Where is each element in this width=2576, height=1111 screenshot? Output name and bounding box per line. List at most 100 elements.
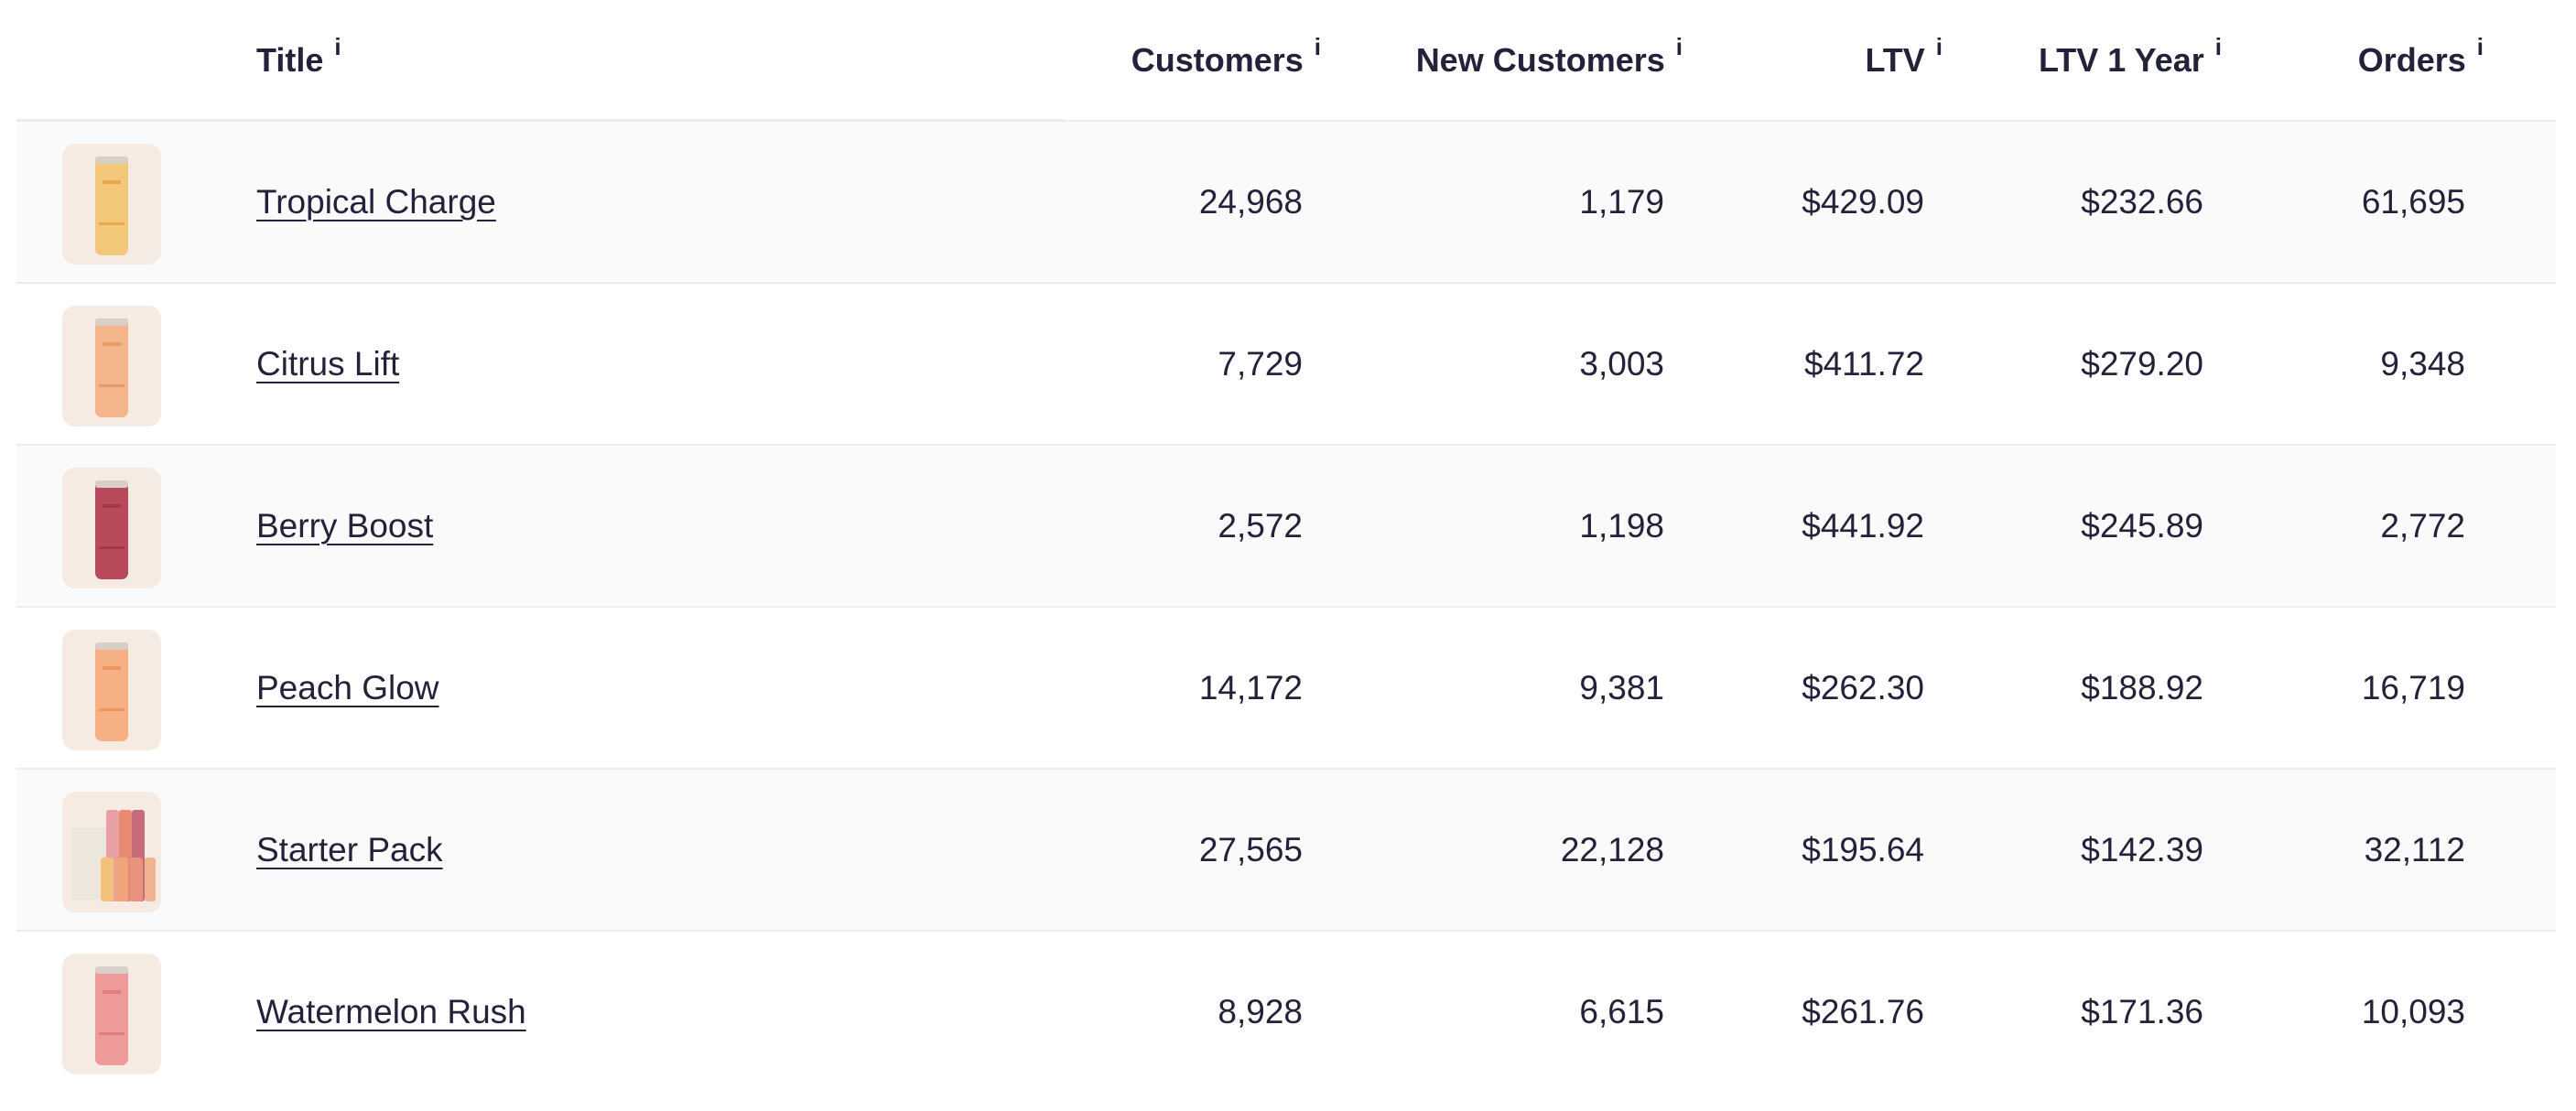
info-icon[interactable]: i [334, 33, 341, 60]
table-cell: 9,381 [1316, 608, 1664, 769]
table-cell: 1,198 [1316, 446, 1664, 607]
cell-value: 16,719 [2361, 669, 2465, 707]
table-cell: 8,928 [973, 932, 1303, 1093]
column-header[interactable]: LTV i [1714, 0, 1943, 120]
cell-value: 8,928 [1218, 993, 1303, 1030]
table-cell: $245.89 [1947, 446, 2203, 607]
table-cell: 16,719 [2227, 608, 2465, 769]
cell-value: $262.30 [1802, 669, 1924, 707]
cell-value: $441.92 [1802, 507, 1924, 545]
cell-value: $429.09 [1802, 183, 1924, 221]
product-link[interactable]: Watermelon Rush [256, 993, 526, 1030]
table-cell: $279.20 [1947, 284, 2203, 445]
cell-value: 22,128 [1560, 831, 1664, 868]
product-thumbnail[interactable] [62, 954, 161, 1074]
cell-value: 1,198 [1579, 507, 1664, 545]
cell-value: $232.66 [2081, 183, 2203, 221]
table-cell: 27,565 [973, 770, 1303, 931]
table-cell: $188.92 [1947, 608, 2203, 769]
table-cell: $441.92 [1695, 446, 1924, 607]
column-header[interactable]: Title i [256, 0, 341, 120]
column-header-label: Orders [2357, 40, 2466, 79]
table-cell: 10,093 [2227, 932, 2465, 1093]
cell-value: 1,179 [1579, 183, 1664, 221]
table-row: Watermelon Rush 8,928 6,615 $261.76 $171.36 1… [16, 930, 2556, 1091]
cell-value: 7,729 [1218, 345, 1303, 383]
table-row: Citrus Lift 7,729 3,003 $411.72 $279.20 9,348 [16, 282, 2556, 443]
cell-value: 9,348 [2380, 345, 2465, 383]
info-icon[interactable]: i [1675, 33, 1683, 60]
cell-value: 27,565 [1198, 831, 1303, 868]
table-row: Starter Pack 27,565 22,128 $195.64 $142.39 32… [16, 768, 2556, 929]
column-header[interactable]: New Customers i [1335, 0, 1683, 120]
column-header[interactable]: Customers i [991, 0, 1321, 120]
product-link[interactable]: Citrus Lift [256, 345, 400, 383]
table-cell: 1,179 [1316, 122, 1664, 283]
table-cell: 2,572 [973, 446, 1303, 607]
table-cell: 9,348 [2227, 284, 2465, 445]
table-row: Berry Boost 2,572 1,198 $441.92 $245.89 2,772 [16, 444, 2556, 605]
column-header-label: Customers [1131, 40, 1304, 79]
table-cell: 3,003 [1316, 284, 1664, 445]
cell-value: $261.76 [1802, 993, 1924, 1030]
product-link[interactable]: Berry Boost [256, 507, 434, 545]
product-thumbnail[interactable] [62, 144, 161, 264]
table-cell: $171.36 [1947, 932, 2203, 1093]
cell-value: 2,572 [1218, 507, 1303, 545]
column-header[interactable]: Orders i [2246, 0, 2484, 120]
product-thumbnail[interactable] [62, 306, 161, 426]
column-header-label: Title [256, 40, 324, 79]
cell-value: $195.64 [1802, 831, 1924, 868]
product-thumbnail[interactable] [62, 792, 161, 912]
cell-value: 14,172 [1198, 669, 1303, 707]
table-row: Tropical Charge 24,968 1,179 $429.09 $232.66… [16, 120, 2556, 281]
table-cell: $411.72 [1695, 284, 1924, 445]
cell-value: $188.92 [2081, 669, 2203, 707]
info-icon[interactable]: i [2476, 33, 2484, 60]
table-cell: 22,128 [1316, 770, 1664, 931]
cell-value: 3,003 [1579, 345, 1664, 383]
cell-value: 2,772 [2380, 507, 2465, 545]
cell-value: 24,968 [1198, 183, 1303, 221]
product-link[interactable]: Tropical Charge [256, 183, 496, 221]
cell-value: $411.72 [1804, 345, 1924, 383]
product-thumbnail[interactable] [62, 630, 161, 750]
title-cell: Citrus Lift [256, 284, 399, 445]
cell-value: 32,112 [2364, 831, 2465, 868]
table-cell: $195.64 [1695, 770, 1924, 931]
table-cell: $142.39 [1947, 770, 2203, 931]
cell-value: $142.39 [2081, 831, 2203, 868]
column-header[interactable]: LTV 1 Year i [1965, 0, 2222, 120]
table-cell: 14,172 [973, 608, 1303, 769]
title-cell: Tropical Charge [256, 122, 496, 283]
product-thumbnail[interactable] [62, 468, 161, 588]
product-link[interactable]: Starter Pack [256, 831, 443, 868]
table-cell: 32,112 [2227, 770, 2465, 931]
table-cell: 2,772 [2227, 446, 2465, 607]
product-link[interactable]: Peach Glow [256, 669, 439, 707]
table-cell: 24,968 [973, 122, 1303, 283]
table-cell: 7,729 [973, 284, 1303, 445]
cell-value: 10,093 [2361, 993, 2465, 1030]
table-row: Peach Glow 14,172 9,381 $262.30 $188.92 16,71… [16, 606, 2556, 767]
cell-value: 61,695 [2361, 183, 2465, 221]
title-cell: Watermelon Rush [256, 932, 526, 1093]
info-icon[interactable]: i [1935, 33, 1943, 60]
title-cell: Berry Boost [256, 446, 433, 607]
title-cell: Peach Glow [256, 608, 439, 769]
table-cell: $232.66 [1947, 122, 2203, 283]
table-cell: 61,695 [2227, 122, 2465, 283]
column-header-label: LTV [1865, 40, 1925, 79]
table-cell: $429.09 [1695, 122, 1924, 283]
info-icon[interactable]: i [2214, 33, 2222, 60]
table-cell: 6,615 [1316, 932, 1664, 1093]
column-header-label: New Customers [1415, 40, 1665, 79]
cell-value: $245.89 [2081, 507, 2203, 545]
title-cell: Starter Pack [256, 770, 443, 931]
cell-value: 9,381 [1579, 669, 1664, 707]
table-cell: $262.30 [1695, 608, 1924, 769]
info-icon[interactable]: i [1314, 33, 1321, 60]
cell-value: $171.36 [2081, 993, 2203, 1030]
table-cell: $261.76 [1695, 932, 1924, 1093]
